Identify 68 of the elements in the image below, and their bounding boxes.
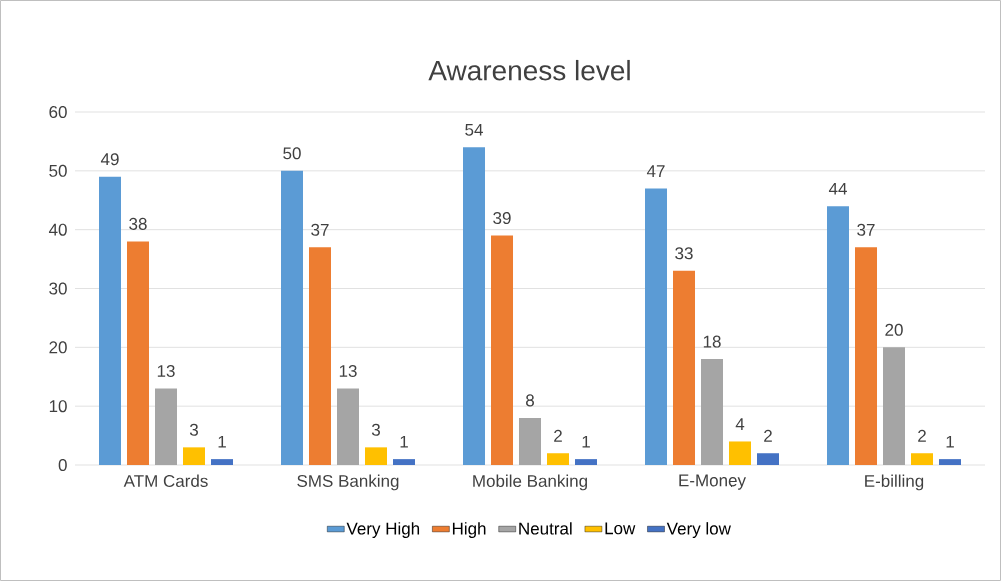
data-label: 1 [946, 435, 954, 448]
y-tick-label: 0 [58, 458, 67, 472]
data-label: 20 [885, 323, 903, 336]
data-label: 44 [828, 182, 847, 195]
y-tick-label: 60 [49, 105, 67, 119]
bar [547, 453, 569, 465]
data-label: 2 [554, 429, 562, 442]
data-label: 4 [735, 418, 745, 430]
bar [365, 447, 387, 465]
data-label: 13 [157, 364, 175, 377]
bar [127, 241, 149, 465]
data-label: 50 [283, 147, 301, 160]
bar [729, 441, 751, 465]
data-label: 2 [764, 429, 772, 442]
bar [309, 247, 331, 465]
y-tick-label: 50 [49, 164, 67, 177]
bar [855, 247, 877, 465]
y-tick-label: 40 [48, 223, 67, 236]
data-label: 3 [371, 423, 380, 436]
data-label: 47 [646, 165, 665, 177]
bar [337, 388, 359, 465]
y-tick-label: 20 [49, 341, 67, 354]
data-label: 2 [918, 429, 926, 442]
y-tick-label: 10 [49, 400, 67, 413]
bar [211, 459, 233, 465]
bar [575, 459, 597, 465]
bar [757, 453, 779, 465]
data-label: 39 [493, 211, 511, 225]
bar [939, 459, 962, 465]
bar [701, 359, 723, 465]
data-label: 37 [857, 223, 875, 236]
chart-title: Awareness level [428, 59, 630, 81]
x-tick-label: E-Money [679, 474, 746, 490]
bar [183, 447, 205, 465]
legend-label: Very High [346, 522, 420, 538]
bar [883, 347, 905, 465]
y-tick-label: 30 [49, 282, 67, 295]
legend-label: High [452, 522, 486, 538]
data-label: 38 [129, 217, 147, 230]
bar [393, 459, 415, 465]
data-label: 13 [339, 364, 357, 377]
data-label: 49 [100, 153, 119, 166]
bar [281, 170, 303, 465]
data-label: 33 [675, 247, 693, 260]
x-tick-label: E-billing [865, 474, 924, 491]
bar [911, 453, 933, 465]
data-label: 1 [400, 435, 408, 448]
bar [827, 206, 849, 465]
data-label: 18 [703, 335, 721, 348]
data-label: 1 [218, 435, 226, 448]
bar [155, 388, 177, 465]
bar [463, 147, 485, 465]
x-tick-label: SMS Banking [297, 474, 399, 491]
bar [673, 270, 695, 465]
data-label: 3 [189, 423, 198, 436]
data-label: 37 [311, 223, 329, 236]
bar [519, 417, 541, 465]
data-label: 8 [526, 394, 534, 407]
data-label: 54 [465, 123, 483, 136]
legend-label: Neutral [519, 522, 572, 535]
x-tick-label: ATM Cards [123, 474, 208, 488]
x-tick-label: Mobile Banking [473, 474, 587, 491]
data-label: 1 [582, 435, 590, 448]
legend-label: Low [605, 522, 636, 535]
bar [99, 176, 121, 465]
bar [491, 235, 513, 465]
legend-label: Very low [666, 522, 731, 538]
bar [645, 188, 667, 465]
